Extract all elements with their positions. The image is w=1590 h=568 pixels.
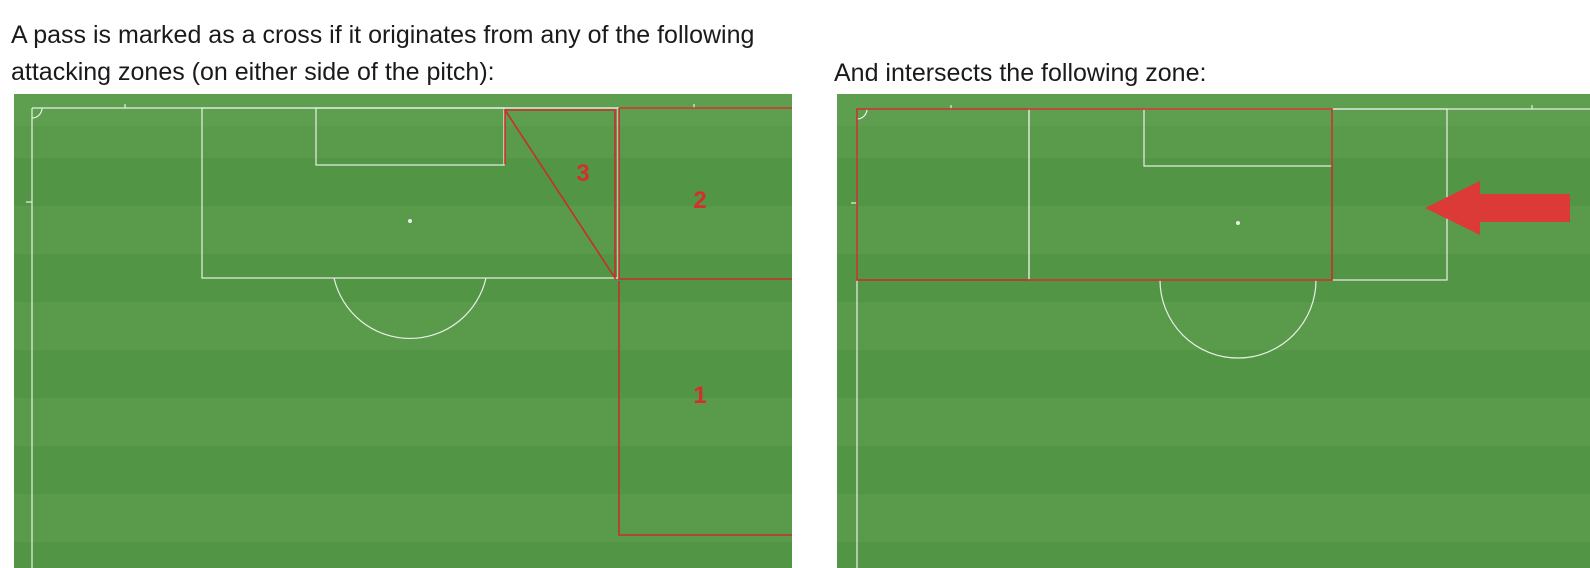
target-zone-pitch [837,94,1590,568]
zone-1-outline [618,281,792,536]
left-caption-line-2: attacking zones (on either side of the p… [11,58,495,86]
penalty-arc [333,277,487,339]
right-caption: And intersects the following zone: [834,59,1207,87]
penalty-spot [408,219,412,223]
zone-2-outline [618,107,792,280]
left-arrow-icon [1425,181,1570,235]
left-caption: A pass is marked as a cross if it origin… [11,17,791,91]
penalty-arc [1159,279,1317,359]
zone-3-label: 3 [576,160,589,187]
attacking-zones-pitch: 3 2 1 [14,94,792,568]
left-caption-line-1: A pass is marked as a cross if it origin… [11,21,755,49]
six-yard-box [315,107,505,166]
zone-1-label: 1 [693,382,706,409]
pitch-stripes [14,94,792,568]
zone-2-label: 2 [693,187,706,214]
zone-3-outline [503,109,616,281]
zone-outlines [503,107,792,536]
target-zone-outline [856,108,1333,281]
pitch-stripes [837,94,1590,568]
corner-arc [31,107,43,119]
penalty-spot [1236,221,1240,225]
corner-arc [856,108,868,120]
